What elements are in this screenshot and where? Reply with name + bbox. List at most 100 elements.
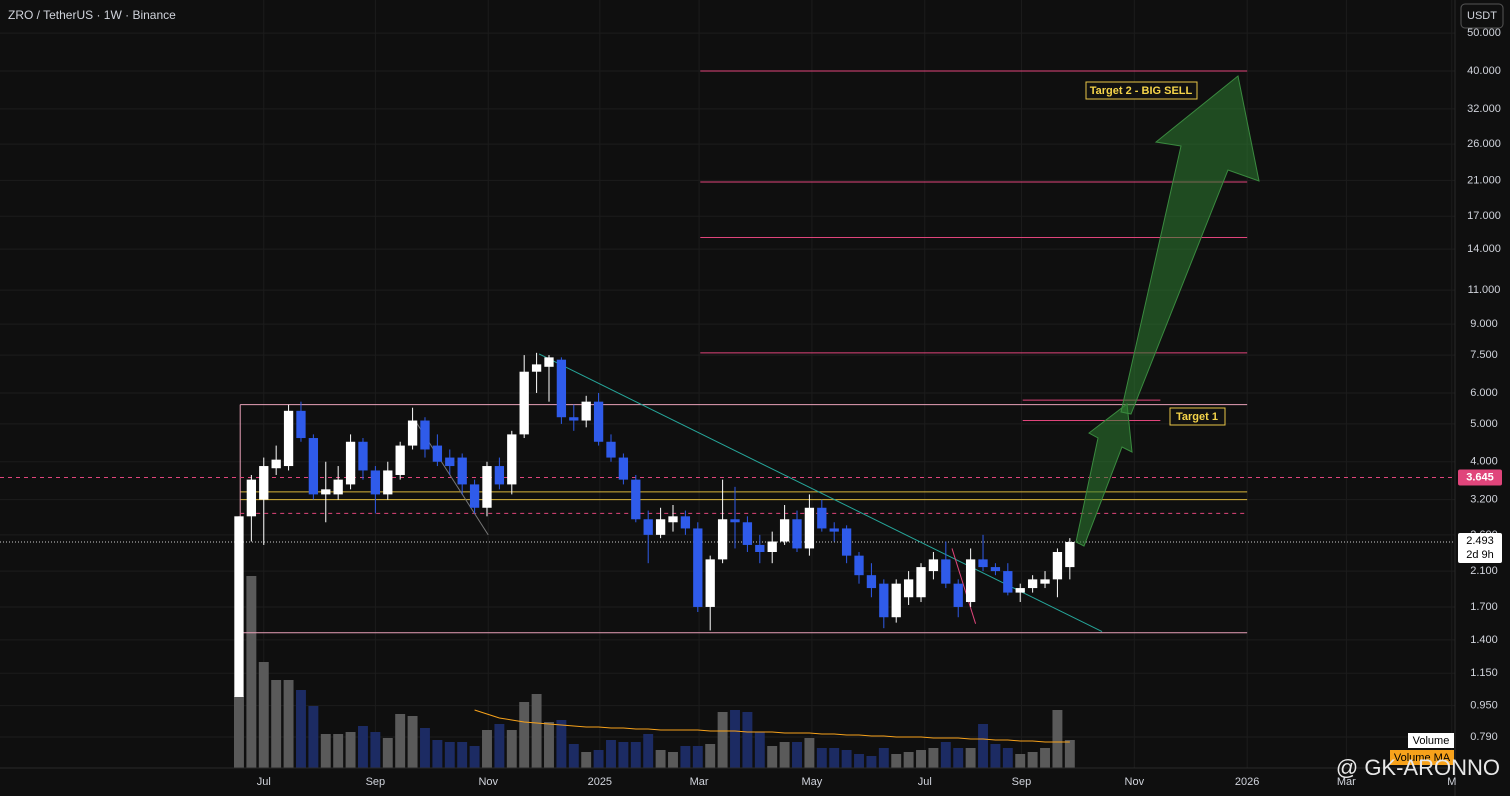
volume-bar: [283, 680, 294, 768]
volume-bar: [506, 730, 517, 768]
candle-body: [779, 519, 790, 542]
volume-bar: [655, 750, 666, 768]
volume-bar: [234, 696, 244, 768]
legend-volume: Volume: [1413, 735, 1450, 747]
candle-body: [618, 457, 629, 480]
watermark: @ GK-ARONNO: [1336, 755, 1500, 780]
volume-bar: [990, 744, 1001, 768]
volume-bar: [345, 732, 356, 768]
volume-bar: [370, 732, 381, 768]
currency-button[interactable]: [1460, 3, 1504, 29]
candle-body: [370, 470, 381, 495]
legend-box: [1390, 750, 1454, 765]
candle-body: [296, 410, 306, 439]
volume-pane: [234, 576, 1075, 768]
y-tick-label: 1.700: [1470, 601, 1498, 613]
volume-bar: [854, 754, 864, 768]
volume-bar: [395, 714, 406, 768]
volume-bar: [568, 744, 579, 768]
volume-bar: [519, 702, 530, 768]
candle-body: [928, 559, 939, 572]
legend-volume-ma: Volume MA: [1394, 752, 1451, 764]
y-tick-label: 0.790: [1470, 731, 1498, 743]
x-tick-label: Mar: [690, 776, 709, 788]
volume-bar: [358, 726, 368, 768]
x-tick-label: Nov: [478, 776, 498, 788]
volume-bar: [308, 706, 319, 768]
y-tick-label: 5.000: [1470, 418, 1498, 430]
volume-bar: [965, 748, 976, 768]
volume-bar: [630, 742, 641, 768]
volume-bar: [916, 750, 926, 768]
candle-body: [631, 479, 641, 520]
x-tick-label: Sep: [1012, 776, 1032, 788]
x-tick-label: May: [801, 776, 822, 788]
y-tick-label: 1.150: [1470, 667, 1498, 679]
volume-bar: [1015, 754, 1026, 768]
volume-bar: [1064, 740, 1075, 768]
annotation: Target 2 - BIG SELL: [1090, 85, 1193, 97]
candle-body: [879, 583, 889, 618]
last-price-tag: [1458, 532, 1502, 563]
volume-bar: [953, 748, 964, 768]
volume-bar: [829, 748, 840, 768]
volume-bar: [940, 742, 951, 768]
candle-body: [1040, 579, 1050, 584]
candle-body: [519, 371, 529, 435]
volume-bar: [692, 746, 703, 768]
volume-bar: [816, 748, 827, 768]
volume-bar: [618, 742, 629, 768]
y-tick-label: 0.950: [1470, 700, 1498, 712]
volume-bar: [705, 744, 716, 768]
y-tick-label: 26.000: [1467, 138, 1501, 150]
candle-body: [246, 479, 257, 517]
y-tick-label: 2.100: [1470, 565, 1498, 577]
volume-bar: [643, 734, 654, 768]
volume-bar: [444, 742, 455, 768]
trendline: [951, 548, 977, 624]
candle-body: [544, 357, 554, 367]
currency[interactable]: USDT: [1467, 10, 1497, 22]
candle-body: [494, 466, 505, 485]
candle-body: [693, 528, 703, 607]
x-tick-label: Mar: [1337, 776, 1356, 788]
candle-body: [755, 544, 765, 553]
legend-box: [1408, 733, 1454, 748]
x-tick-label: 2026: [1235, 776, 1259, 788]
candle-body: [903, 579, 914, 598]
candle-body: [941, 559, 951, 584]
candle-body: [916, 567, 926, 598]
candle-body: [705, 559, 715, 607]
volume-bar: [903, 752, 914, 768]
candle-body: [792, 519, 802, 549]
x-tick-label: Jul: [918, 776, 932, 788]
y-tick-label: 1.400: [1470, 634, 1498, 646]
candle-body: [668, 516, 678, 523]
volume-ma-line: [474, 709, 1070, 743]
y-tick-label: 7.500: [1470, 349, 1498, 361]
volume-bar: [531, 694, 542, 768]
candle-body: [817, 507, 827, 529]
candle-body: [569, 417, 579, 421]
volume-bar: [767, 746, 778, 768]
countdown: 2d 9h: [1466, 549, 1494, 561]
candle-body: [445, 457, 455, 467]
volume-bar: [246, 576, 257, 768]
candle-body: [556, 359, 567, 418]
volume-bar: [320, 734, 331, 768]
candle-body: [717, 519, 728, 560]
y-tick-label: 32.000: [1467, 103, 1501, 115]
volume-bar: [1027, 752, 1038, 768]
candle-body: [1015, 588, 1025, 593]
levels: [0, 70, 1455, 634]
y-tick-label: 3.200: [1470, 494, 1498, 506]
candle-body: [507, 434, 517, 485]
candle-body: [259, 466, 269, 500]
volume-bar: [407, 716, 418, 768]
candles: [234, 352, 1075, 697]
volume-bar: [891, 754, 902, 768]
volume-bar: [420, 728, 430, 768]
candle-body: [383, 470, 393, 495]
annotation-box: [1085, 81, 1198, 100]
